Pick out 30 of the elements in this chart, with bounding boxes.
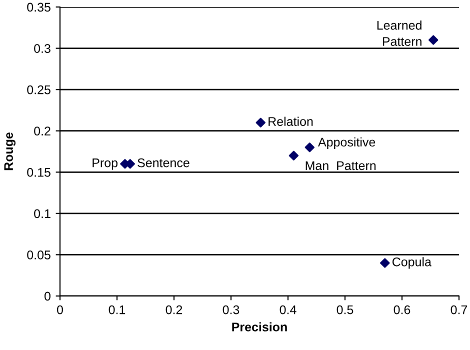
- x-tick-label: 0: [57, 305, 63, 314]
- y-axis-title: Rouge: [4, 132, 16, 170]
- annotation: Appositive: [318, 137, 376, 150]
- point: [288, 150, 299, 160]
- x-tick-label: 0.4: [280, 305, 296, 314]
- point: [256, 118, 266, 128]
- annotation: Man Pattern: [306, 161, 376, 170]
- point: [304, 142, 315, 152]
- annotation: Sentence: [138, 158, 190, 168]
- x-axis-title: Precision: [232, 322, 287, 332]
- y-tick-label: 0: [44, 292, 50, 301]
- point: [380, 258, 390, 268]
- x-tick-label: 0.6: [394, 305, 410, 314]
- y-tick-label: 0.3: [34, 44, 50, 53]
- y-tick-label: 0.1: [34, 209, 50, 218]
- x-tick-label: 0.1: [108, 305, 126, 314]
- x-tick-label: 0.2: [166, 305, 182, 314]
- y-tick-label: 0.25: [27, 85, 50, 94]
- annotation: Prop: [92, 158, 118, 170]
- x-tick-label: 0.3: [222, 305, 240, 314]
- annotation: Learned Pattern: [377, 20, 422, 46]
- annotation: Copula: [392, 257, 432, 269]
- y-tick-label: 0.15: [27, 168, 50, 177]
- annotation: Relation: [268, 116, 313, 126]
- y-tick-label: 0.2: [34, 126, 50, 136]
- x-tick-label: 0.7: [450, 305, 468, 314]
- x-tick-label: 0.5: [336, 305, 354, 314]
- y-tick-label: 0.35: [27, 2, 50, 12]
- point: [428, 35, 438, 45]
- y-tick-label: 0.05: [27, 250, 50, 260]
